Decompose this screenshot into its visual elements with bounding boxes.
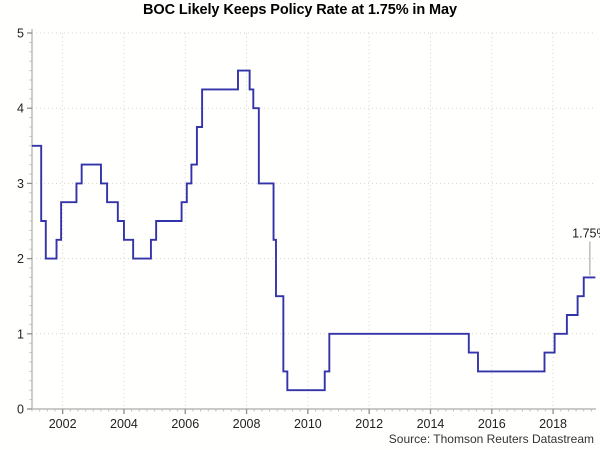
- x-tick-label: 2012: [355, 417, 383, 431]
- chart-title: BOC Likely Keeps Policy Rate at 1.75% in…: [143, 2, 457, 18]
- axis-lines: [31, 29, 596, 410]
- x-tick-label: 2008: [233, 417, 261, 431]
- x-tick-label: 2014: [417, 417, 445, 431]
- y-tick-label: 0: [17, 403, 24, 417]
- series-path: [32, 69, 596, 392]
- data-series-line: [32, 69, 596, 392]
- y-tick-label: 4: [17, 102, 24, 116]
- y-tick-label: 2: [17, 252, 24, 266]
- value-annotation: 1.75%: [572, 227, 600, 276]
- axis-ticks: [27, 32, 592, 414]
- x-tick-label: 2018: [539, 417, 567, 431]
- x-tick-label: 2010: [294, 417, 322, 431]
- source-note: Source: Thomson Reuters Datastream: [388, 432, 594, 446]
- y-tick-label: 3: [17, 177, 24, 191]
- annotation-label: 1.75%: [572, 227, 600, 241]
- x-tick-label: 2002: [49, 417, 77, 431]
- x-tick-label: 2004: [110, 417, 138, 431]
- x-axis-tick-labels: 2002 2004 2006 2008 2010 2012 2014 2016 2018: [49, 417, 567, 431]
- y-axis-tick-labels: 0 1 2 3 4 5: [17, 27, 24, 417]
- y-tick-label: 1: [17, 327, 24, 341]
- x-tick-label: 2016: [478, 417, 506, 431]
- gridlines: [32, 32, 596, 409]
- y-tick-label: 5: [17, 27, 24, 41]
- x-tick-label: 2006: [171, 417, 199, 431]
